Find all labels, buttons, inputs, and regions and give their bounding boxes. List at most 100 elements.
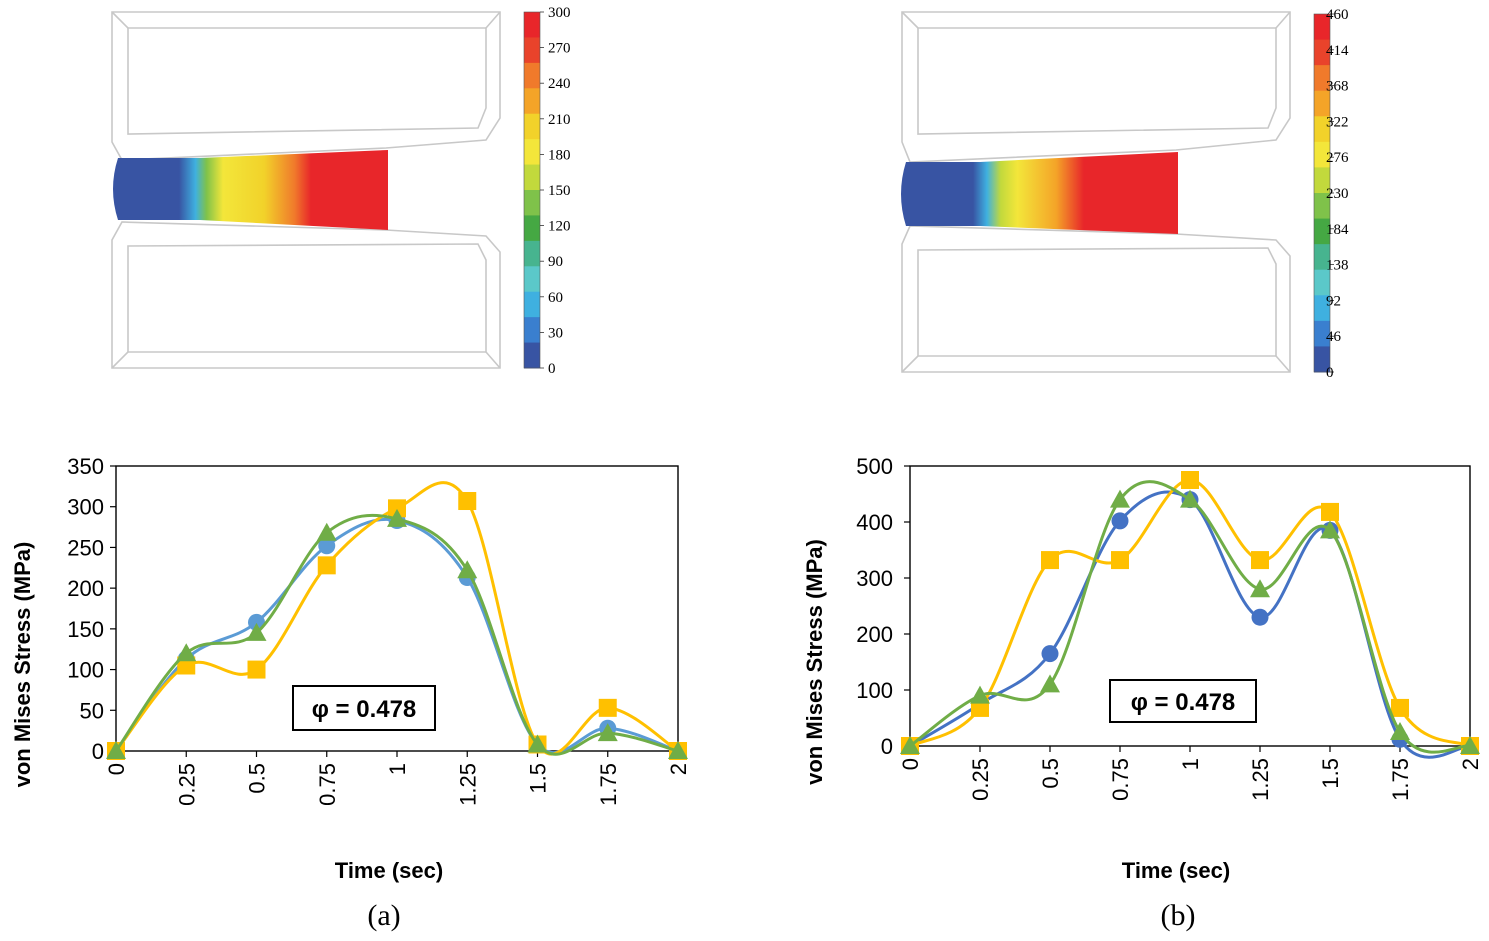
- y-tick-label: 150: [67, 617, 104, 642]
- colorbar-label: 300: [548, 5, 571, 21]
- colorbar-label: 240: [548, 76, 571, 92]
- colorbar-swatch: [1314, 14, 1330, 41]
- colorbar-swatch: [524, 164, 540, 191]
- colorbar-label: 210: [548, 112, 571, 128]
- colorbar-label: 230: [1326, 186, 1349, 202]
- colorbar-swatch: [524, 317, 540, 344]
- series-square-line: [114, 481, 679, 756]
- series-triangle-point: [1040, 674, 1060, 693]
- workpiece-b: [901, 152, 1178, 234]
- colorbar-label: 60: [548, 290, 563, 306]
- colorbar-swatch: [1314, 39, 1330, 66]
- x-tick-label: 0.75: [1108, 758, 1133, 801]
- colorbar-label: 184: [1326, 222, 1349, 238]
- y-tick-label: 100: [67, 658, 104, 683]
- upper-die-b: [901, 11, 1291, 163]
- x-axis-title: Time (sec): [335, 858, 443, 883]
- series-square-point: [1251, 551, 1269, 570]
- x-tick-label: 1: [385, 763, 410, 775]
- series-triangle-point: [106, 741, 126, 759]
- y-tick-label: 50: [80, 698, 104, 723]
- series-triangle-point: [1460, 736, 1480, 754]
- y-tick-label: 350: [67, 454, 104, 479]
- series-triangle-point: [176, 643, 197, 662]
- colorbar-swatch: [1314, 218, 1330, 245]
- colorbar-swatch: [1314, 193, 1330, 220]
- series-triangle-point: [527, 734, 548, 753]
- series-triangle-point: [246, 622, 267, 641]
- series-square-point: [1181, 471, 1199, 489]
- colorbar-swatch: [524, 139, 540, 166]
- series-square-point: [598, 698, 617, 717]
- x-tick-label: 1.25: [1248, 758, 1273, 801]
- series-square-point: [388, 499, 406, 518]
- colorbar-swatch: [1314, 295, 1330, 322]
- series-triangle-point: [970, 685, 990, 704]
- colorbar-swatch: [524, 342, 540, 369]
- y-tick-label: 0: [92, 739, 104, 764]
- colorbar-label: 90: [548, 254, 563, 270]
- colorbar-label: 368: [1326, 79, 1349, 95]
- colorbar-label: 150: [548, 183, 571, 199]
- colorbar-swatch: [1314, 244, 1330, 271]
- x-tick-label: 1.25: [455, 763, 480, 806]
- colorbar-swatch: [1314, 116, 1330, 143]
- colorbar-swatch: [1314, 167, 1330, 194]
- phi-annotation: φ = 0.478: [312, 696, 417, 723]
- caption-b: (b): [1161, 899, 1196, 932]
- colorbar-label: 180: [548, 147, 571, 163]
- phi-annotation-box: [292, 685, 436, 731]
- colorbar-swatch: [524, 266, 540, 293]
- x-tick-label: 0.5: [1038, 758, 1063, 789]
- series-triangle-point: [668, 741, 688, 759]
- colorbar-label: 270: [548, 41, 571, 57]
- workpiece-a: [113, 150, 388, 230]
- colorbar-label: 0: [548, 361, 556, 377]
- colorbar-label: 276: [1326, 150, 1349, 166]
- series-square-point: [1391, 698, 1409, 717]
- series-circle-point: [1251, 608, 1269, 626]
- series-triangle-point: [316, 522, 337, 541]
- series-triangle-point: [457, 560, 478, 579]
- series-circle-point: [1041, 645, 1059, 663]
- y-tick-label: 200: [856, 622, 893, 647]
- colorbar-swatch: [524, 113, 540, 140]
- colorbar-swatch: [1314, 320, 1330, 347]
- colorbar-label: 120: [548, 219, 571, 235]
- colorbar-swatch: [1314, 65, 1330, 92]
- series-square-point: [1041, 551, 1059, 570]
- x-tick-label: 1.5: [526, 763, 551, 794]
- colorbar-swatch: [1314, 90, 1330, 117]
- colorbar-swatch: [524, 190, 540, 216]
- upper-die-a: [111, 11, 501, 161]
- x-tick-label: 0: [898, 758, 923, 770]
- x-tick-label: 2: [666, 763, 691, 775]
- colorbar-swatch: [524, 62, 540, 89]
- colorbar-swatch: [524, 291, 540, 318]
- colorbar-swatch: [1314, 346, 1330, 373]
- y-axis-title: von Mises Stress (MPa): [10, 542, 35, 788]
- series-square-point: [458, 492, 477, 511]
- colorbar-swatch: [1314, 141, 1330, 168]
- x-tick-label: 1: [1178, 758, 1203, 770]
- series-circle-point: [1111, 512, 1129, 530]
- series-square-point: [317, 556, 336, 575]
- series-circle-light-point: [248, 613, 265, 631]
- lower-die-b: [901, 225, 1291, 373]
- y-tick-label: 100: [856, 678, 893, 703]
- series-triangle-point: [1250, 579, 1270, 598]
- phi-annotation: φ = 0.478: [1131, 689, 1236, 716]
- colorbar-swatch: [524, 240, 540, 267]
- series-triangle-point: [1180, 489, 1200, 508]
- series-triangle-point: [1110, 489, 1130, 508]
- series-square-point: [1321, 502, 1339, 521]
- y-tick-label: 400: [856, 510, 893, 535]
- colorbar-label: 414: [1326, 43, 1349, 59]
- colorbar-label: 46: [1326, 329, 1342, 345]
- series-triangle-point: [900, 736, 920, 754]
- series-triangle-point: [597, 723, 618, 742]
